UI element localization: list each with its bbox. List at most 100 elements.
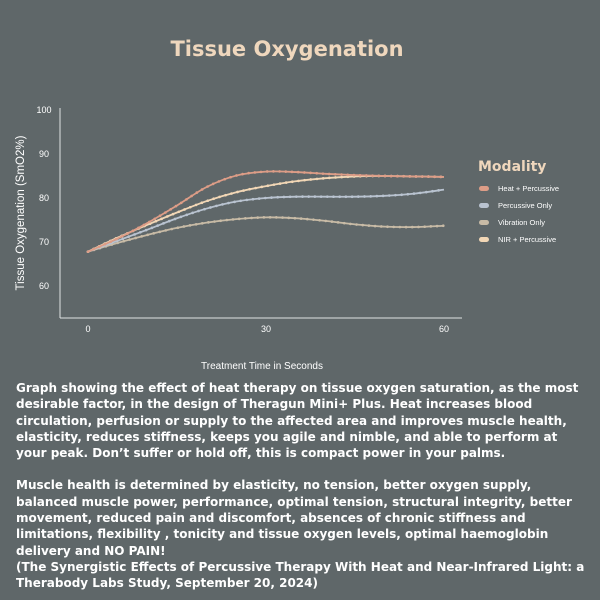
series-point: [402, 174, 405, 178]
series-point: [140, 235, 144, 238]
series-point: [209, 206, 212, 209]
series-point: [251, 197, 255, 201]
series-point: [284, 181, 288, 184]
series-point: [150, 226, 154, 230]
series-point: [182, 225, 186, 228]
series-point: [211, 182, 215, 186]
series-point: [121, 237, 125, 241]
series-point: [386, 225, 389, 229]
series-point: [215, 204, 218, 208]
series-point: [355, 223, 358, 226]
series-point: [288, 195, 292, 199]
series-point: [173, 217, 177, 221]
series-point: [363, 195, 366, 198]
caption: Graph showing the effect of heat therapy…: [16, 380, 588, 592]
series-point: [156, 224, 160, 227]
series-point: [227, 201, 230, 205]
series-point: [290, 180, 294, 184]
series-point: [206, 185, 209, 188]
series-point: [200, 188, 204, 191]
series-point: [194, 222, 198, 226]
series-point: [200, 201, 204, 205]
legend-label: Vibration Only: [498, 218, 545, 227]
series-point: [278, 170, 281, 173]
series-point: [346, 173, 350, 177]
series-point: [299, 217, 303, 220]
series-point: [352, 173, 356, 177]
series-point: [342, 221, 346, 225]
series-point: [324, 219, 328, 223]
series-point: [239, 199, 243, 203]
series-vibration-only: [86, 215, 445, 254]
series-point: [437, 189, 440, 192]
series-point: [383, 174, 387, 178]
series-point: [435, 224, 439, 228]
series-point: [418, 191, 422, 195]
caption-paragraph-2: Muscle health is determined by elasticit…: [16, 478, 572, 558]
series-point: [142, 223, 146, 227]
series-point: [431, 189, 434, 193]
series-point: [420, 175, 424, 178]
series-point: [340, 173, 343, 176]
series-point: [272, 183, 276, 187]
series-point: [293, 216, 297, 220]
series-point: [268, 215, 272, 219]
series-point: [439, 175, 443, 179]
series-point: [312, 218, 315, 222]
series-point: [265, 170, 269, 173]
series-point: [350, 195, 354, 199]
y-tick-label: 70: [39, 237, 49, 247]
series-point: [153, 217, 157, 221]
series-point: [221, 203, 224, 206]
series-nir-percussive: [86, 174, 445, 254]
series-point: [303, 171, 306, 174]
series-point: [167, 219, 171, 223]
series-point: [146, 233, 150, 237]
series-point: [158, 214, 162, 218]
tissue-oxygenation-chart: Tissue Oxygenation 60 70 80 90 100 0 30 60 Tis…: [15, 37, 559, 372]
series-point: [250, 216, 253, 220]
series-point: [185, 213, 189, 217]
series-point: [260, 185, 264, 189]
series-point: [315, 177, 319, 181]
series-point: [375, 194, 379, 198]
series-point: [191, 211, 194, 215]
series-point: [127, 235, 131, 238]
x-tick-label: 30: [261, 324, 271, 334]
series-point: [334, 176, 337, 179]
legend-swatch: [479, 237, 489, 242]
series-point: [120, 235, 124, 238]
series-point: [282, 195, 286, 199]
series-point: [203, 207, 206, 211]
legend-swatch: [479, 203, 489, 208]
series-point: [392, 225, 396, 229]
legend-swatch: [479, 220, 489, 225]
series-point: [340, 175, 344, 179]
series-point: [236, 190, 239, 194]
series-point: [400, 193, 403, 197]
series-point: [309, 178, 313, 181]
series-point: [223, 177, 227, 181]
series-point: [263, 196, 267, 200]
series-point: [290, 170, 294, 174]
series-point: [213, 220, 216, 223]
series-point: [369, 195, 373, 198]
series-point: [309, 171, 312, 175]
series-point: [294, 195, 298, 199]
series-point: [367, 224, 371, 227]
series-point: [206, 199, 210, 203]
series-point: [379, 225, 383, 228]
series-point: [281, 216, 284, 219]
series-point: [394, 193, 397, 197]
series-point: [248, 187, 251, 191]
series-point: [361, 223, 365, 227]
x-tick-labels: 0 30 60: [85, 324, 449, 334]
series-point: [256, 216, 260, 219]
legend-title: Modality: [478, 159, 546, 175]
series-point: [387, 194, 391, 197]
series-point: [170, 227, 174, 231]
series-point: [207, 221, 210, 224]
series-point: [219, 219, 223, 223]
series-point: [336, 221, 340, 224]
series-point: [177, 210, 181, 214]
